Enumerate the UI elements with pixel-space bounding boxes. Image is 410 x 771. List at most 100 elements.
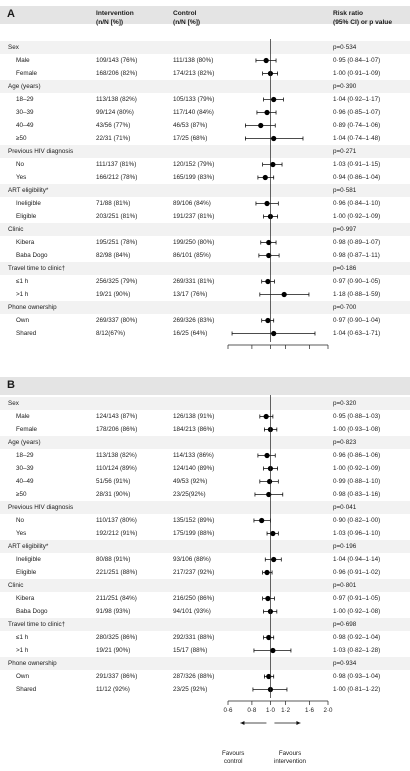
risk-ratio-value: 0·97 (0·90–1·04) xyxy=(333,317,381,324)
intervention-value: 8/12(67%) xyxy=(96,330,126,337)
panel-b-label: B xyxy=(7,379,15,391)
subgroup-row: No 110/137 (80%) 135/152 (89%) 0·90 (0·82–1… xyxy=(0,514,410,527)
col-control-title: Control xyxy=(173,10,197,17)
subgroup-row: Shared 8/12(67%) 16/25 (64%) 1·04 (0·63–1·7… xyxy=(0,327,410,340)
group-header-row: Travel time to clinic† p=0·186 xyxy=(0,262,410,275)
risk-ratio-value: 1·03 (0·96–1·10) xyxy=(333,530,381,537)
risk-ratio-value: 1·04 (0·94–1·14) xyxy=(333,556,381,563)
risk-ratio-value: 1·04 (0·92–1·17) xyxy=(333,96,381,103)
subgroup-row: Male 109/143 (76%) 111/138 (80%) 0·95 (0·84… xyxy=(0,54,410,67)
risk-ratio-value: 0·97 (0·90–1·05) xyxy=(333,278,381,285)
row-label: Clinic xyxy=(8,226,24,233)
favours-control-line2: control xyxy=(223,758,243,765)
risk-ratio-value: 1·03 (0·82–1·28) xyxy=(333,647,381,654)
control-value: 269/331 (81%) xyxy=(173,278,215,285)
subgroup-row: ≤1 h 280/325 (86%) 292/331 (88%) 0·98 (0·92… xyxy=(0,631,410,644)
col-intervention-sub: (n/N [%]) xyxy=(96,19,124,26)
row-label: Yes xyxy=(16,530,27,537)
subgroup-row: ≤1 h 256/325 (79%) 269/331 (81%) 0·97 (0·90… xyxy=(0,275,410,288)
risk-ratio-value: 1·00 (0·93–1·08) xyxy=(333,426,381,433)
intervention-value: 280/325 (86%) xyxy=(96,634,138,641)
intervention-value: 113/138 (82%) xyxy=(96,96,137,103)
intervention-value: 22/31 (71%) xyxy=(96,135,131,142)
risk-ratio-value: 1·03 (0·91–1·15) xyxy=(333,161,381,168)
risk-ratio-value: 1·00 (0·92–1·09) xyxy=(333,465,381,472)
row-label: Phone ownership xyxy=(8,304,57,311)
row-label: >1 h xyxy=(16,291,29,298)
group-header-row: Previous HIV diagnosis p=0·041 xyxy=(0,501,410,514)
subgroup-row: ≥50 28/31 (90%) 23/25(92%) 0·98 (0·83–1·16) xyxy=(0,488,410,501)
intervention-value: 91/98 (93%) xyxy=(96,608,131,615)
row-label: Kibera xyxy=(16,595,35,602)
row-label: Own xyxy=(16,673,29,680)
risk-ratio-value: 0·89 (0·74–1·06) xyxy=(333,122,381,129)
row-label: Travel time to clinic† xyxy=(8,265,66,272)
point-estimate xyxy=(263,413,269,420)
risk-ratio-value: 0·99 (0·88–1·10) xyxy=(333,478,381,485)
row-label: 40–49 xyxy=(16,478,34,485)
p-value: p=0·997 xyxy=(333,226,357,233)
intervention-value: 28/31 (90%) xyxy=(96,491,131,498)
control-value: 46/53 (87%) xyxy=(173,122,208,129)
intervention-value: 124/143 (87%) xyxy=(96,413,138,420)
intervention-value: 203/251 (81%) xyxy=(96,213,138,220)
risk-ratio-value: 0·98 (0·89–1·07) xyxy=(333,239,381,246)
risk-ratio-value: 0·98 (0·83–1·16) xyxy=(333,491,381,498)
point-estimate xyxy=(270,161,276,168)
group-header-row: Age (years) p=0·823 xyxy=(0,436,410,449)
point-estimate xyxy=(266,478,273,485)
row-label: Eligible xyxy=(16,213,37,220)
row-label: Age (years) xyxy=(8,83,41,90)
subgroup-row: Female 168/206 (82%) 174/213 (82%) 1·00 (0·… xyxy=(0,67,410,80)
row-label: ≥50 xyxy=(16,135,27,142)
subgroup-row: Baba Dogo 91/98 (93%) 94/101 (93%) 1·00 (0·… xyxy=(0,605,410,618)
panel-b-header-bar xyxy=(0,377,410,395)
arrow-right-head xyxy=(296,721,301,725)
point-estimate xyxy=(265,595,271,602)
row-label: Yes xyxy=(16,174,27,181)
subgroup-row: Ineligible 71/88 (81%) 89/106 (84%) 0·96 (0… xyxy=(0,197,410,210)
row-label: Shared xyxy=(16,686,37,693)
subgroup-row: No 111/137 (81%) 120/152 (79%) 1·03 (0·91–1… xyxy=(0,158,410,171)
group-header-row: Phone ownership p=0·700 xyxy=(0,301,410,314)
subgroup-row: Male 124/143 (87%) 126/138 (91%) 0·95 (0·88… xyxy=(0,410,410,423)
subgroup-row: 30–39 99/124 (80%) 117/140 (84%) 0·96 (0·85… xyxy=(0,106,410,119)
subgroup-row: Own 269/337 (80%) 269/326 (83%) 0·97 (0·90–… xyxy=(0,314,410,327)
control-value: 89/106 (84%) xyxy=(173,200,211,207)
group-header-row: Travel time to clinic† p=0·698 xyxy=(0,618,410,631)
favours-control-line1: Favours xyxy=(222,750,245,757)
p-value: p=0·700 xyxy=(333,304,357,311)
risk-ratio-value: 1·00 (0·81–1·22) xyxy=(333,686,381,693)
risk-ratio-value: 0·96 (0·84–1·10) xyxy=(333,200,381,207)
point-estimate xyxy=(266,673,272,680)
control-value: 184/213 (86%) xyxy=(173,426,215,433)
control-value: 216/250 (86%) xyxy=(173,595,215,602)
row-label: Shared xyxy=(16,330,37,337)
intervention-value: 80/88 (91%) xyxy=(96,556,131,563)
p-value: p=0·320 xyxy=(333,400,357,407)
row-label: Travel time to clinic† xyxy=(8,621,66,628)
intervention-value: 19/21 (90%) xyxy=(96,291,131,298)
row-label: No xyxy=(16,161,25,168)
intervention-value: 109/143 (76%) xyxy=(96,57,138,64)
control-value: 111/138 (80%) xyxy=(173,57,214,64)
control-value: 23/25 (92%) xyxy=(173,686,208,693)
row-label: Female xyxy=(16,426,37,433)
risk-ratio-value: 0·97 (0·91–1·05) xyxy=(333,595,381,602)
subgroup-row: 18–29 113/138 (82%) 114/133 (86%) 0·96 (0·8… xyxy=(0,449,410,462)
intervention-value: 110/124 (89%) xyxy=(96,465,137,472)
intervention-value: 110/137 (80%) xyxy=(96,517,137,524)
group-header-row: Phone ownership p=0·934 xyxy=(0,657,410,670)
risk-ratio-value: 1·18 (0·88–1·59) xyxy=(333,291,381,298)
risk-ratio-value: 0·96 (0·85–1·07) xyxy=(333,109,381,116)
row-label: Baba Dogo xyxy=(16,252,48,259)
row-label: Clinic xyxy=(8,582,24,589)
risk-ratio-value: 1·04 (0·63–1·71) xyxy=(333,330,381,337)
group-header-row: Previous HIV diagnosis p=0·271 xyxy=(0,145,410,158)
intervention-value: 269/337 (80%) xyxy=(96,317,138,324)
point-estimate xyxy=(264,452,270,459)
control-value: 93/106 (88%) xyxy=(173,556,211,563)
point-estimate xyxy=(266,252,272,259)
risk-ratio-value: 0·98 (0·87–1·11) xyxy=(333,252,380,259)
